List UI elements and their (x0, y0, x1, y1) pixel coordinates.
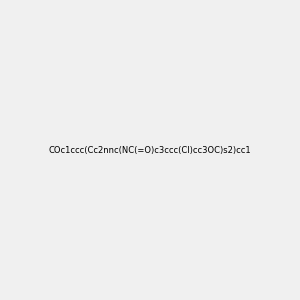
Text: COc1ccc(Cc2nnc(NC(=O)c3ccc(Cl)cc3OC)s2)cc1: COc1ccc(Cc2nnc(NC(=O)c3ccc(Cl)cc3OC)s2)c… (49, 146, 251, 154)
